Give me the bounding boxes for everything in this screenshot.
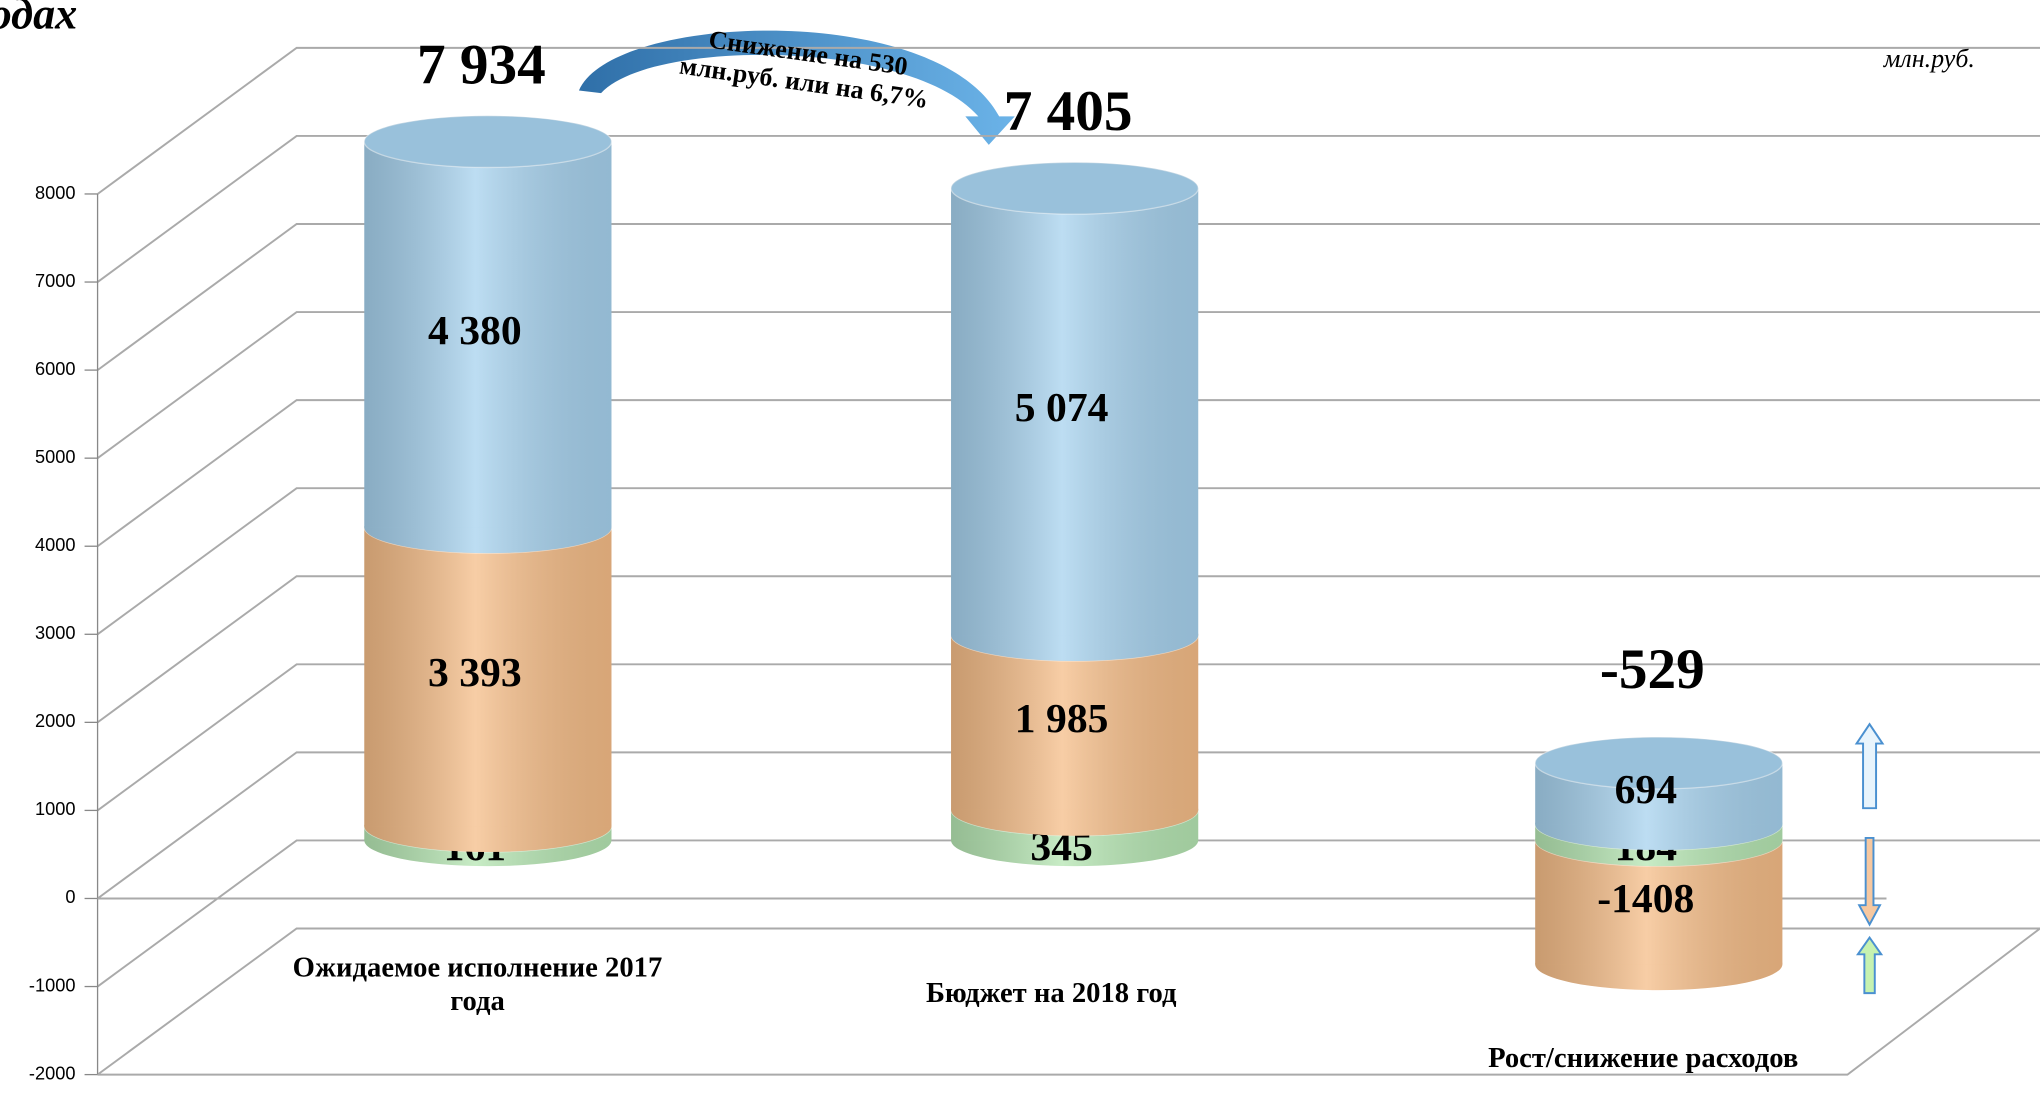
value-label: -1408 [1597, 875, 1694, 921]
cylinder-top-shade [951, 162, 1199, 215]
chart-title: одах [0, 0, 77, 38]
cylinder-segment [363, 115, 613, 554]
y-tick-label: -1000 [29, 975, 76, 995]
cylinder-segment [950, 161, 1199, 661]
x-tick-label: Ожидаемое исполнение 2017 года [292, 950, 663, 1017]
bar-shade [951, 188, 1199, 636]
value-label: 1 985 [1015, 695, 1109, 741]
grid-line [96, 663, 2040, 812]
y-tick-label: 0 [65, 887, 75, 907]
grid-line [96, 575, 2040, 724]
decrease-arrow [578, 30, 1015, 145]
cylinder-top-shade [1535, 737, 1783, 789]
cylinder-top [363, 115, 613, 169]
grid-line [96, 134, 2040, 283]
x-tick-label: Бюджет на 2018 год [925, 976, 1177, 1009]
y-tick-label: 1000 [35, 799, 75, 819]
grid-line [96, 839, 2040, 988]
x-tick-label: Рост/снижение расходов [1488, 1040, 1799, 1074]
grid-line [96, 46, 2040, 195]
bar-shade [364, 527, 612, 827]
y-tick-label: -2000 [29, 1063, 76, 1083]
y-tick-label: 8000 [35, 183, 75, 203]
y-tick-label: 5000 [35, 447, 75, 467]
x-tick-label-box: Ожидаемое исполнение 2017 года [292, 950, 663, 1017]
y-tick-label: 6000 [35, 359, 75, 379]
floor [97, 927, 2040, 1076]
change-arrows [1854, 722, 1885, 995]
value-label: 3 393 [428, 649, 522, 695]
cylinder-top [1534, 736, 1784, 790]
grid-line [96, 751, 2040, 900]
cylinder-top-shade [364, 115, 612, 168]
bar-shade [951, 635, 1199, 810]
x-tick-label-box: Бюджет на 2018 год [925, 976, 1177, 1009]
value-label: 694 [1615, 766, 1677, 812]
y-tick-label: 2000 [35, 711, 75, 731]
y-tick-label: 7000 [35, 271, 75, 291]
value-label: 4 380 [428, 307, 522, 353]
cylinder-segment [1534, 736, 1784, 850]
bar-shade [364, 141, 612, 528]
grid-line [96, 487, 2040, 636]
x-tick-label-box: Рост/снижение расходов [1488, 1040, 1799, 1074]
grid-line [96, 399, 2040, 548]
total-label: 7 405 [1004, 80, 1133, 143]
y-tick-label: 3000 [35, 623, 75, 643]
unit-label: млн.руб. [1883, 44, 1975, 73]
y-tick-label: 4000 [35, 535, 75, 555]
total-label: -529 [1600, 638, 1705, 701]
grid-line [96, 223, 2040, 371]
total-label: 7 934 [417, 34, 546, 97]
grid-line [96, 311, 2040, 459]
grid-line [96, 927, 2040, 1076]
cylinder-top [950, 161, 1199, 215]
value-label: 5 074 [1015, 384, 1109, 430]
